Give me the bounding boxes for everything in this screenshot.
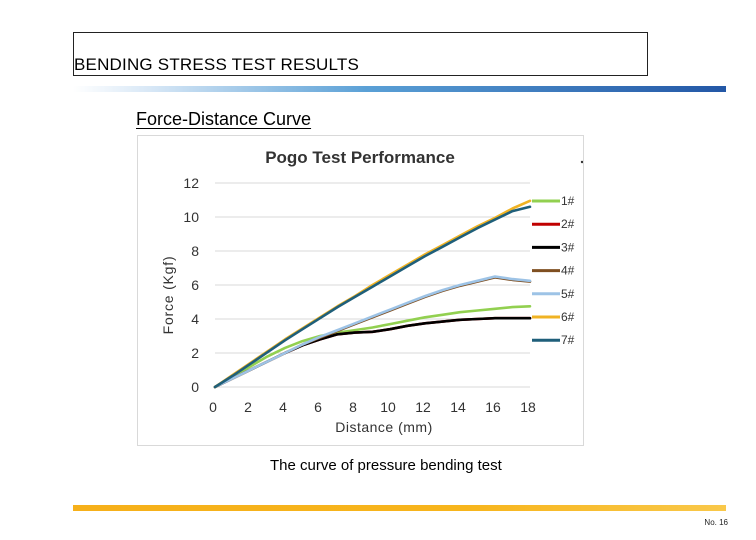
y-tick-label: 0 (191, 379, 199, 395)
bottom-accent-rule (73, 505, 726, 511)
series-line-7 (213, 205, 532, 389)
x-axis-label: Distance (mm) (335, 419, 433, 435)
chart-title: Pogo Test Performance (265, 148, 455, 167)
legend-label-1: 1# (561, 194, 575, 208)
x-tick-label: 4 (279, 399, 287, 415)
x-tick-label: 18 (520, 399, 536, 415)
legend-label-2: 2# (561, 217, 575, 231)
legend-label-6: 6# (561, 310, 575, 324)
series-line-1 (213, 305, 532, 389)
x-tick-label: 10 (380, 399, 396, 415)
line-chart: Pogo Test Performance 0 2 4 6 8 10 12 0 2 4 6 8 10 12 1… (160, 148, 583, 435)
y-tick-label: 2 (191, 345, 199, 361)
chart-caption: The curve of pressure bending test (270, 457, 502, 474)
legend-label-7: 7# (561, 333, 575, 347)
page-number: No. 16 (704, 518, 728, 527)
legend-label-5: 5# (561, 287, 575, 301)
x-tick-label: 16 (485, 399, 501, 415)
section-heading: Force-Distance Curve (136, 109, 312, 129)
slide-title-box: BENDING STRESS TEST RESULTS (73, 32, 648, 76)
top-accent-rule (73, 86, 726, 92)
y-tick-label: 4 (191, 311, 199, 327)
legend-label-3: 3# (561, 240, 575, 254)
series-line-5 (213, 275, 532, 389)
y-tick-label: 10 (183, 209, 199, 225)
legend-label-4: 4# (561, 264, 575, 278)
title-dot-mark (580, 160, 583, 164)
slide-title: BENDING STRESS TEST RESULTS (74, 55, 360, 74)
x-tick-label: 2 (244, 399, 252, 415)
y-tick-label: 6 (191, 277, 199, 293)
x-tick-label: 14 (450, 399, 466, 415)
x-tick-label: 12 (415, 399, 431, 415)
y-tick-label: 12 (183, 175, 199, 191)
x-tick-label: 8 (349, 399, 357, 415)
y-tick-label: 8 (191, 243, 199, 259)
chart-frame: Pogo Test Performance 0 2 4 6 8 10 12 0 2 4 6 8 10 12 1… (137, 135, 584, 446)
y-axis-label: Force (Kgf) (160, 256, 176, 335)
x-tick-label: 0 (209, 399, 217, 415)
x-tick-label: 6 (314, 399, 322, 415)
